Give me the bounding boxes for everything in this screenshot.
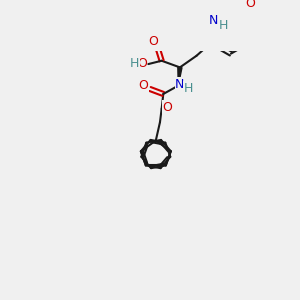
Text: H: H xyxy=(218,19,228,32)
Text: H: H xyxy=(184,82,193,95)
Text: O: O xyxy=(148,35,158,48)
Text: O: O xyxy=(245,0,255,10)
Text: N: N xyxy=(208,14,218,26)
Text: O: O xyxy=(137,57,147,70)
Text: O: O xyxy=(138,79,148,92)
Text: O: O xyxy=(163,101,172,114)
Polygon shape xyxy=(178,67,182,86)
Text: H: H xyxy=(130,57,139,70)
Text: N: N xyxy=(175,77,184,91)
